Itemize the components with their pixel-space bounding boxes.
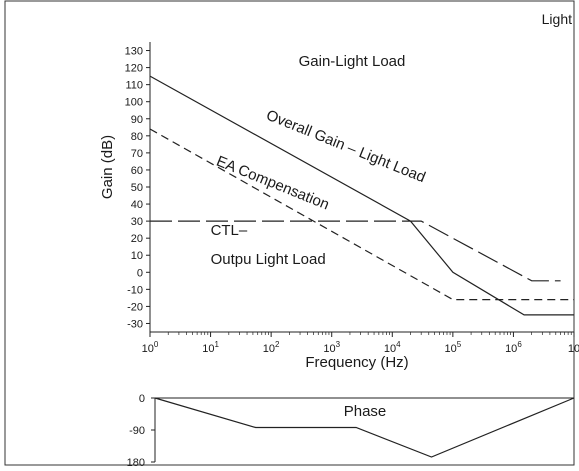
y-tick-label: 120 bbox=[125, 63, 143, 75]
phase-y-tick-label: 0 bbox=[139, 393, 145, 405]
x-tick-exponent: 6 bbox=[517, 340, 522, 349]
x-tick-label: 103 bbox=[323, 340, 340, 355]
y-tick-label: 90 bbox=[131, 114, 143, 126]
x-tick-label: 101 bbox=[202, 340, 219, 355]
x-tick-exponent: 0 bbox=[154, 340, 159, 349]
phase-series-line bbox=[154, 397, 575, 458]
x-tick-label: 106 bbox=[505, 340, 522, 355]
y-tick-label: 20 bbox=[131, 233, 143, 245]
y-tick-label: 40 bbox=[131, 199, 143, 211]
phase-chart: 0 -90 180 Phase bbox=[127, 393, 575, 469]
x-tick-exponent: 2 bbox=[275, 340, 280, 349]
corner-label: Light bbox=[542, 11, 572, 27]
phase-title: Phase bbox=[344, 403, 387, 420]
y-tick-label: 110 bbox=[125, 80, 143, 92]
x-tick-exponent: 3 bbox=[336, 340, 341, 349]
series-annotation: Outpu Light Load bbox=[211, 251, 326, 268]
y-tick-label: 50 bbox=[131, 182, 143, 194]
x-tick-label: 10 bbox=[568, 343, 579, 355]
x-tick-exponent: 5 bbox=[457, 340, 462, 349]
x-tick-exponent: 4 bbox=[396, 340, 401, 349]
x-tick-label: 102 bbox=[263, 340, 280, 355]
y-tick-label: 60 bbox=[131, 165, 143, 177]
chart-title: Gain-Light Load bbox=[299, 53, 406, 70]
y-axis-title: Gain (dB) bbox=[99, 135, 116, 199]
y-tick-label: 70 bbox=[131, 148, 143, 160]
x-tick-label: 104 bbox=[384, 340, 401, 355]
y-tick-label: 80 bbox=[131, 131, 143, 143]
series-line bbox=[150, 220, 561, 282]
series-annotation: CTL– bbox=[211, 222, 248, 239]
y-tick-label: -20 bbox=[127, 301, 143, 313]
x-tick-exponent: 1 bbox=[214, 340, 219, 349]
phase-y-tick-label: 180 bbox=[127, 457, 145, 466]
y-tick-label: 100 bbox=[125, 97, 143, 109]
y-tick-label: -10 bbox=[127, 284, 143, 296]
figure-frame bbox=[4, 0, 575, 466]
series-line bbox=[149, 75, 574, 316]
y-tick-label: 130 bbox=[125, 46, 143, 58]
x-tick-label: 100 bbox=[142, 340, 159, 355]
series-annotation: Overall Gain – Light Load bbox=[264, 107, 428, 186]
phase-y-tick-label: -90 bbox=[129, 425, 145, 437]
y-tick-label: 10 bbox=[131, 250, 143, 262]
y-tick-label: 30 bbox=[131, 216, 143, 228]
y-tick-label: -30 bbox=[127, 318, 143, 330]
series-annotation: EA Compensation bbox=[214, 153, 332, 214]
x-axis-title: Frequency (Hz) bbox=[305, 354, 408, 371]
x-tick-label: 105 bbox=[445, 340, 462, 355]
gain-chart: 1301201101009080706050403020100-10-20-30… bbox=[99, 42, 579, 371]
y-tick-label: 0 bbox=[137, 267, 143, 279]
